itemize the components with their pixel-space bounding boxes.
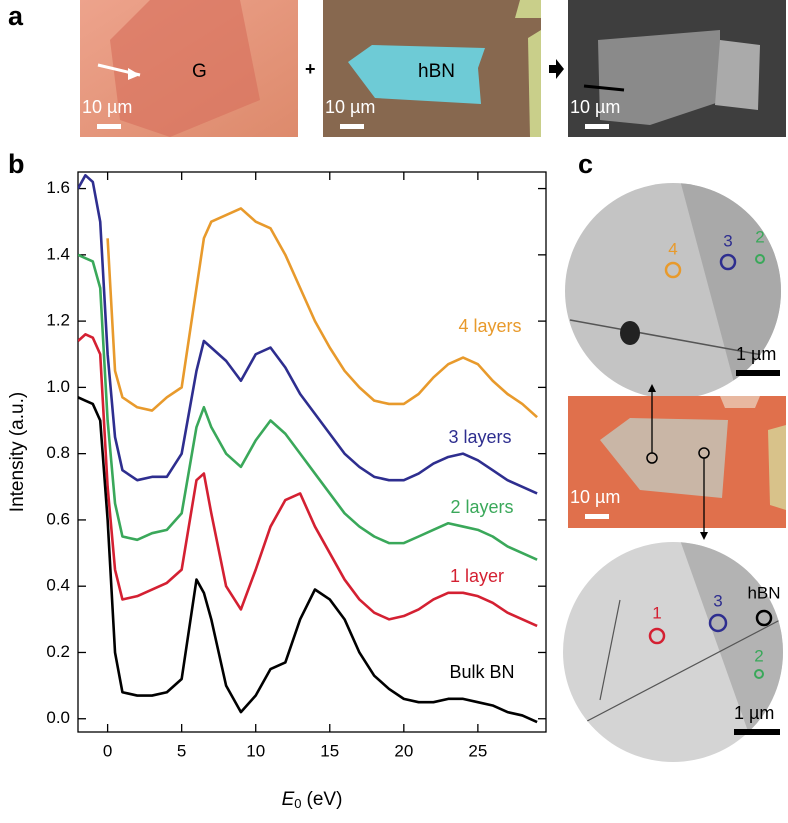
scale-bar-label: 10 µm — [325, 97, 375, 117]
plot-frame — [77, 171, 547, 733]
x-axis-variable: E — [282, 789, 295, 810]
series-label: 3 layers — [448, 427, 511, 447]
scale-bar — [736, 370, 780, 376]
y-tick-label: 0.2 — [46, 642, 70, 661]
x-tick-label: 20 — [394, 741, 413, 760]
series-label: 2 layers — [450, 497, 513, 517]
y-tick-label: 0.6 — [46, 509, 70, 528]
y-tick-label: 1.2 — [46, 311, 70, 330]
scale-bar-label: 1 µm — [734, 703, 774, 723]
image-label: G — [192, 61, 207, 82]
y-tick-label: 0.8 — [46, 443, 70, 462]
panel-label: a — [8, 1, 24, 31]
panel-label: b — [8, 149, 25, 179]
image-graphene: G 10 µm — [80, 0, 298, 137]
x-axis-label: E0 (eV) — [282, 789, 343, 811]
y-axis-label: Intensity (a.u.) — [7, 392, 28, 512]
series-line — [106, 207, 538, 419]
series-line — [78, 333, 538, 628]
x-tick-label: 25 — [468, 741, 487, 760]
y-tick-label: 1.6 — [46, 178, 70, 197]
y-tick-label: 0.0 — [46, 708, 70, 727]
scale-bar-label: 1 µm — [736, 344, 776, 364]
arrow — [549, 59, 564, 79]
marker-label: 4 — [668, 239, 677, 258]
chart: Intensity (a.u.) E0 (eV) 0.00.20.40.60.81… — [7, 171, 547, 811]
image-sem: 10 µm — [568, 0, 786, 137]
y-tick-label: 1.0 — [46, 377, 70, 396]
plus-sign: + — [305, 59, 316, 79]
series-label: 4 layers — [458, 316, 521, 336]
image-hbn: hBN 10 µm — [323, 0, 541, 137]
y-tick-label: 0.4 — [46, 576, 70, 595]
image-middle — [568, 396, 786, 528]
scale-bar-label: 10 µm — [82, 97, 132, 117]
marker-label: 3 — [713, 591, 722, 610]
series-label: 1 layer — [450, 566, 504, 586]
x-axis-unit: (eV) — [307, 789, 343, 810]
marker-label: 1 — [652, 603, 661, 622]
series-line — [78, 396, 538, 724]
series-line — [78, 174, 538, 495]
panel-label: c — [578, 149, 593, 179]
x-tick-label: 15 — [320, 741, 339, 760]
x-tick-label: 10 — [246, 741, 265, 760]
marker-label: 2 — [755, 227, 764, 246]
scale-bar — [734, 729, 780, 735]
marker-label: 2 — [754, 646, 763, 665]
y-tick-label: 1.4 — [46, 244, 70, 263]
scale-bar-label: 10 µm — [570, 97, 620, 117]
x-tick-label: 0 — [103, 741, 112, 760]
image-bottom-circle — [563, 542, 783, 762]
scale-bar-label: 10 µm — [570, 487, 620, 507]
x-axis-subscript: 0 — [294, 796, 301, 811]
x-tick-label: 5 — [177, 741, 186, 760]
image-top-circle — [565, 183, 781, 399]
marker-label: 3 — [723, 231, 732, 250]
series-label: Bulk BN — [449, 662, 514, 682]
series-line — [78, 253, 538, 561]
image-label: hBN — [418, 61, 455, 82]
marker-label: hBN — [747, 583, 780, 602]
